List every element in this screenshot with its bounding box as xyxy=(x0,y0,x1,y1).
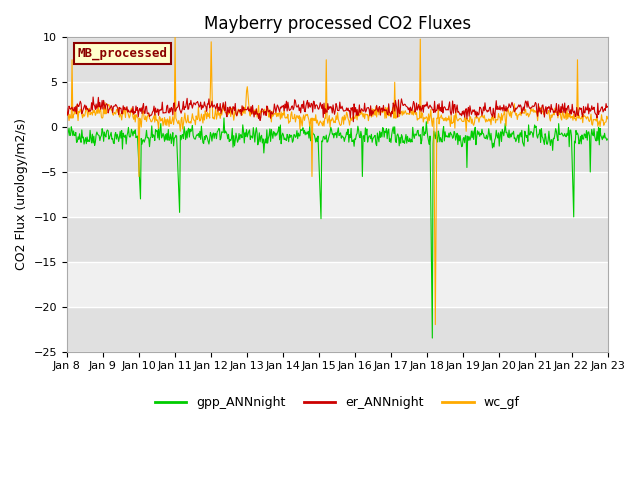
wc_gf xyxy=(73,102,81,108)
wc_gf xyxy=(212,116,220,122)
wc_gf xyxy=(604,116,611,122)
Bar xyxy=(67,217,607,262)
wc_gf xyxy=(404,110,412,116)
gpp_ANNnight xyxy=(212,131,220,136)
er_ANNnight xyxy=(129,104,137,109)
Line: gpp_ANNnight: gpp_ANNnight xyxy=(67,118,607,338)
gpp_ANNnight xyxy=(63,131,70,137)
gpp_ANNnight xyxy=(220,115,228,121)
er_ANNnight xyxy=(349,119,357,125)
gpp_ANNnight xyxy=(183,135,191,141)
gpp_ANNnight xyxy=(404,133,412,139)
er_ANNnight xyxy=(604,104,611,109)
er_ANNnight xyxy=(404,107,412,112)
Line: er_ANNnight: er_ANNnight xyxy=(67,97,607,122)
Bar xyxy=(67,37,607,82)
Bar xyxy=(67,262,607,307)
wc_gf xyxy=(129,107,136,112)
wc_gf xyxy=(431,322,439,327)
gpp_ANNnight xyxy=(428,335,436,341)
er_ANNnight xyxy=(73,111,81,117)
Title: Mayberry processed CO2 Fluxes: Mayberry processed CO2 Fluxes xyxy=(204,15,471,33)
gpp_ANNnight xyxy=(129,129,136,135)
Bar xyxy=(67,82,607,127)
er_ANNnight xyxy=(420,102,428,108)
wc_gf xyxy=(184,112,192,118)
Line: wc_gf: wc_gf xyxy=(67,37,607,324)
gpp_ANNnight xyxy=(73,140,81,145)
wc_gf xyxy=(172,35,179,40)
er_ANNnight xyxy=(63,105,70,111)
Legend: gpp_ANNnight, er_ANNnight, wc_gf: gpp_ANNnight, er_ANNnight, wc_gf xyxy=(150,391,525,414)
Bar xyxy=(67,172,607,217)
er_ANNnight xyxy=(89,94,97,100)
er_ANNnight xyxy=(184,107,192,112)
gpp_ANNnight xyxy=(604,136,611,142)
gpp_ANNnight xyxy=(419,124,427,130)
Bar xyxy=(67,307,607,351)
Y-axis label: CO2 Flux (urology/m2/s): CO2 Flux (urology/m2/s) xyxy=(15,119,28,270)
wc_gf xyxy=(63,111,70,117)
wc_gf xyxy=(419,119,427,125)
er_ANNnight xyxy=(212,104,220,109)
Bar xyxy=(67,127,607,172)
Text: MB_processed: MB_processed xyxy=(77,47,168,60)
